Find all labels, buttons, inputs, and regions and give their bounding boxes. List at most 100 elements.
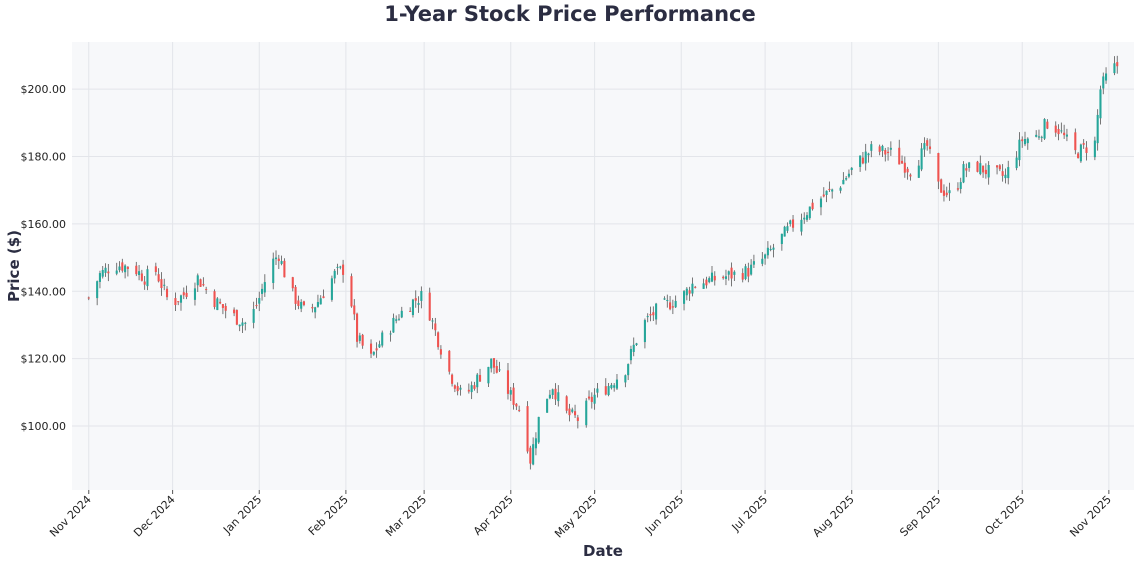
candle — [165, 286, 169, 301]
candle — [727, 270, 730, 281]
candle-body-down — [811, 202, 814, 210]
candle — [160, 272, 163, 296]
candle-body-down — [942, 190, 946, 196]
candle — [532, 437, 535, 466]
candle — [646, 313, 649, 323]
candle-body-down — [473, 385, 476, 389]
candle — [101, 265, 104, 279]
candle-body-up — [764, 254, 767, 259]
candle-body-down — [1077, 153, 1080, 159]
candle — [157, 268, 160, 283]
candle-body-up — [263, 282, 266, 293]
candle-body-down — [965, 168, 968, 171]
candle — [831, 188, 834, 199]
grid — [72, 42, 1134, 490]
candle-body-up — [1079, 144, 1082, 162]
candle-body-down — [219, 301, 222, 304]
x-tick-label: Jan 2025 — [220, 493, 264, 537]
candle — [244, 321, 247, 331]
candle — [557, 385, 560, 407]
candle — [881, 144, 884, 158]
candle-body-down — [652, 312, 655, 316]
candle — [744, 263, 747, 281]
candle-body-down — [439, 349, 442, 355]
candle — [459, 384, 462, 396]
candle — [283, 258, 286, 278]
candle — [1082, 139, 1085, 149]
candle — [713, 271, 716, 286]
candle-body-up — [752, 261, 755, 265]
candle-body-up — [959, 182, 962, 189]
candle-body-down — [906, 168, 909, 173]
candle-body-down — [574, 411, 577, 416]
candle-body-up — [1015, 157, 1018, 169]
candle-body-down — [1046, 121, 1049, 129]
candle — [174, 292, 177, 311]
candle-body-down — [747, 267, 750, 277]
x-tick-label: Feb 2025 — [306, 493, 351, 538]
candle-body-up — [104, 267, 107, 273]
candle-body-up — [1099, 89, 1102, 119]
candle-body-up — [1035, 134, 1038, 137]
candle-body-down — [492, 358, 496, 368]
candle-body-down — [154, 266, 157, 272]
candle — [1096, 109, 1099, 151]
x-tick-label: Sep 2025 — [897, 493, 943, 539]
candle-body-up — [596, 388, 599, 393]
candle — [302, 300, 306, 307]
candle — [154, 262, 157, 276]
candle — [724, 269, 728, 286]
candle — [336, 263, 339, 275]
candle — [1026, 137, 1029, 150]
candle-body-down — [1001, 171, 1004, 176]
candle-body-down — [182, 292, 185, 296]
candle — [585, 398, 588, 428]
candle-body-down — [213, 291, 216, 308]
candle — [213, 289, 216, 310]
candle-body-up — [750, 264, 753, 275]
candle — [702, 278, 705, 289]
candle — [1063, 124, 1066, 139]
candle-body-down — [495, 365, 498, 373]
candle-body-down — [694, 286, 697, 288]
candle — [490, 358, 493, 373]
candle — [1099, 85, 1102, 125]
candle-body-up — [470, 385, 473, 393]
candle-body-down — [157, 274, 160, 282]
candle — [1079, 143, 1082, 163]
candle — [694, 285, 697, 289]
candle-body-up — [691, 283, 694, 294]
candle — [903, 156, 906, 178]
candle-body-up — [825, 190, 828, 195]
candle — [1116, 55, 1119, 74]
candle — [319, 295, 322, 305]
candle — [297, 295, 300, 310]
candle — [233, 307, 236, 317]
candle-body-down — [437, 332, 440, 348]
candle-body-up — [761, 258, 764, 264]
candle-body-down — [604, 386, 607, 395]
candle — [515, 403, 518, 411]
candle — [473, 381, 476, 391]
candle — [96, 280, 99, 306]
candle — [252, 301, 255, 329]
candle-body-up — [783, 226, 786, 237]
candle — [205, 286, 208, 294]
candle-body-down — [165, 288, 169, 298]
candle-body-up — [358, 335, 361, 341]
candle — [358, 332, 361, 344]
candle-body-up — [635, 343, 638, 345]
candle — [772, 243, 775, 258]
candle-body-up — [803, 217, 806, 220]
candle — [199, 278, 202, 288]
candle-body-down — [297, 300, 300, 307]
candle — [889, 141, 892, 156]
candle-body-down — [576, 417, 579, 421]
candle-body-up — [420, 291, 423, 301]
candle — [940, 178, 943, 193]
candle-body-up — [786, 226, 789, 231]
candle — [378, 340, 381, 349]
candle-body-up — [1093, 140, 1096, 158]
candle — [610, 382, 613, 390]
candle — [1037, 129, 1041, 140]
